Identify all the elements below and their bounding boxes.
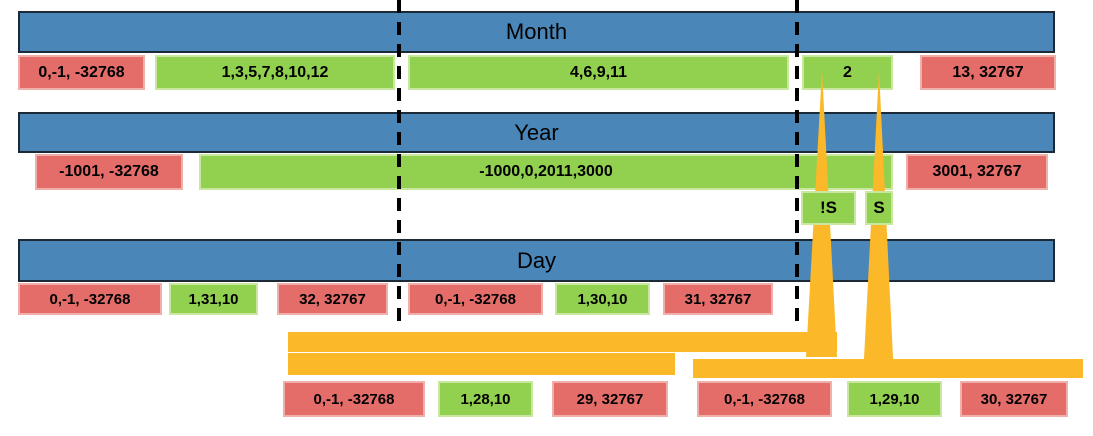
- month-bar: Month: [18, 11, 1055, 53]
- partition-box-invalid: 0,-1, -32768: [18, 283, 162, 315]
- flow-strip-leap-group: [693, 359, 1083, 378]
- month-partition-row: 0,-1, -32768 1,3,5,7,8,10,12 4,6,9,11 2 13, …: [0, 55, 1093, 90]
- month-bar-title: Month: [505, 19, 568, 44]
- not-leap-year-label: !S: [820, 198, 837, 217]
- year-partition-row: -1001, -32768 -1000,0,2011,3000 3001, 3276…: [0, 154, 1093, 190]
- partition-box-valid: 1,28,10: [438, 381, 533, 417]
- day-bar: Day: [18, 239, 1055, 282]
- partition-box-invalid: 29, 32767: [552, 381, 668, 417]
- partition-box-invalid: -1001, -32768: [35, 154, 183, 190]
- partition-box-invalid: 32, 32767: [277, 283, 388, 315]
- february-day-partition-row: 0,-1, -32768 1,28,10 29, 32767 0,-1, -32768…: [0, 381, 1093, 417]
- partition-box-invalid: 30, 32767: [960, 381, 1068, 417]
- partition-box-valid: 1,3,5,7,8,10,12: [155, 55, 395, 90]
- partition-box-invalid: 13, 32767: [920, 55, 1056, 90]
- partition-box-invalid: 3001, 32767: [906, 154, 1048, 190]
- year-bar: Year: [18, 112, 1055, 153]
- year-bar-title: Year: [514, 119, 559, 145]
- partition-box-valid: 4,6,9,11: [408, 55, 789, 90]
- partition-box-invalid: 0,-1, -32768: [18, 55, 145, 90]
- flow-strip-notleap-arm: [288, 332, 837, 352]
- partition-box-valid: 1,29,10: [847, 381, 942, 417]
- day-bar-title: Day: [516, 247, 557, 273]
- partition-box-invalid: 0,-1, -32768: [283, 381, 425, 417]
- day-partition-row: 0,-1, -32768 1,31,10 32, 32767 0,-1, -32768…: [0, 283, 1093, 315]
- flow-strip-notleap-group: [288, 353, 675, 375]
- partition-box-valid: 2: [802, 55, 893, 90]
- partition-box-invalid: 31, 32767: [663, 283, 773, 315]
- partition-box-valid: -1000,0,2011,3000: [199, 154, 893, 190]
- leap-year-box: S: [865, 191, 893, 225]
- partition-box-invalid: 0,-1, -32768: [697, 381, 832, 417]
- partition-box-valid: 1,30,10: [555, 283, 650, 315]
- not-leap-year-box: !S: [801, 191, 856, 225]
- partition-box-valid: 1,31,10: [169, 283, 258, 315]
- partition-box-invalid: 0,-1, -32768: [408, 283, 543, 315]
- leap-year-label: S: [873, 198, 885, 217]
